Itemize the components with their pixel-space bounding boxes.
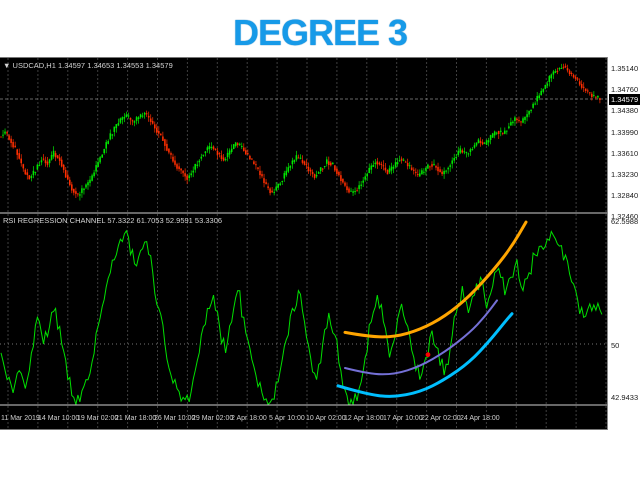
time-axis-label: 19 Mar 02:00 [77, 415, 119, 422]
channel-lower-curve [336, 312, 514, 398]
chart-window[interactable]: ▼ USDCAD,H1 1.34597 1.34653 1.34553 1.34… [0, 57, 608, 430]
time-axis-label: 26 Mar 10:00 [154, 415, 196, 422]
indicator-name: RSI REGRESSION CHANNEL [3, 216, 106, 225]
signal-dot [425, 352, 431, 358]
rsi-axis-label: 50 [611, 341, 620, 350]
symbol-ohlc-label: ▼ USDCAD,H1 1.34597 1.34653 1.34553 1.34… [3, 61, 173, 70]
time-axis-label: 12 Apr 18:00 [344, 415, 384, 422]
rsi-axis-label: 62.5988 [611, 217, 639, 226]
grid-lines [7, 58, 607, 429]
price-axis-label: 1.34760 [611, 84, 639, 94]
pane-separators [0, 57, 607, 430]
time-axis-label: 24 Apr 18:00 [460, 415, 500, 422]
chart-background [0, 57, 607, 430]
indicator-values: 57.3322 61.7053 52.9591 53.3306 [107, 216, 223, 225]
time-axis-label: 29 Mar 02:00 [192, 415, 234, 422]
ohlc-high: 1.34653 [87, 61, 115, 70]
ohlc-low: 1.34553 [116, 61, 144, 70]
rsi-axis-label: 42.9433 [611, 393, 639, 402]
price-axis[interactable]: 1.34579 1.35140 1.34760 1.34380 1.33990 1.33… [607, 57, 640, 430]
time-axis-label: 2 Apr 18:00 [231, 415, 267, 422]
time-axis-label: 11 Mar 2019 [1, 415, 40, 422]
time-axis-label: 21 Mar 18:00 [115, 415, 157, 422]
symbol-marker-icon: ▼ [3, 61, 11, 70]
time-axis-label: 14 Mar 10:00 [38, 415, 80, 422]
candlestick-series [0, 63, 601, 201]
price-axis-label: 1.34380 [611, 105, 639, 115]
time-axis-label: 10 Apr 02:00 [306, 415, 346, 422]
rsi-indicator-line [0, 229, 603, 405]
chart-canvas[interactable] [0, 57, 608, 430]
current-price-tag: 1.34579 [609, 94, 640, 105]
price-axis-label: 1.35140 [611, 64, 639, 73]
symbol-name: USDCAD,H1 [12, 61, 56, 70]
price-axis-label: 1.33610 [611, 148, 639, 158]
price-axis-label: 1.33990 [611, 127, 639, 137]
time-axis-label: 17 Apr 10:00 [383, 415, 423, 422]
channel-upper-curve [343, 220, 528, 339]
page-title: DEGREE 3 [232, 12, 408, 53]
ohlc-close: 1.34579 [145, 61, 173, 70]
time-axis-label: 5 Apr 10:00 [269, 415, 305, 422]
price-axis-label: 1.33230 [611, 169, 639, 179]
price-axis-label: 1.32460 [611, 212, 639, 222]
ohlc-open: 1.34597 [57, 61, 86, 70]
regression-channel-curves [336, 220, 528, 398]
indicator-title-label: RSI REGRESSION CHANNEL 57.3322 61.7053 5… [3, 216, 222, 225]
channel-middle-curve [344, 299, 498, 376]
time-axis-label: 22 Apr 02:00 [421, 415, 461, 422]
price-axis-label: 1.32840 [611, 191, 639, 201]
level-lines [0, 98, 607, 345]
